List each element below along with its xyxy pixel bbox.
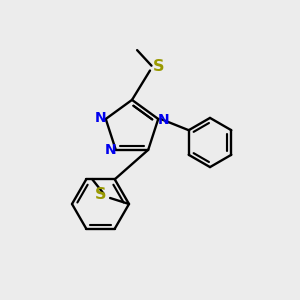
Text: N: N xyxy=(105,143,116,158)
Text: S: S xyxy=(153,59,164,74)
Text: S: S xyxy=(94,187,106,202)
Text: N: N xyxy=(158,112,170,127)
Text: N: N xyxy=(94,111,106,125)
